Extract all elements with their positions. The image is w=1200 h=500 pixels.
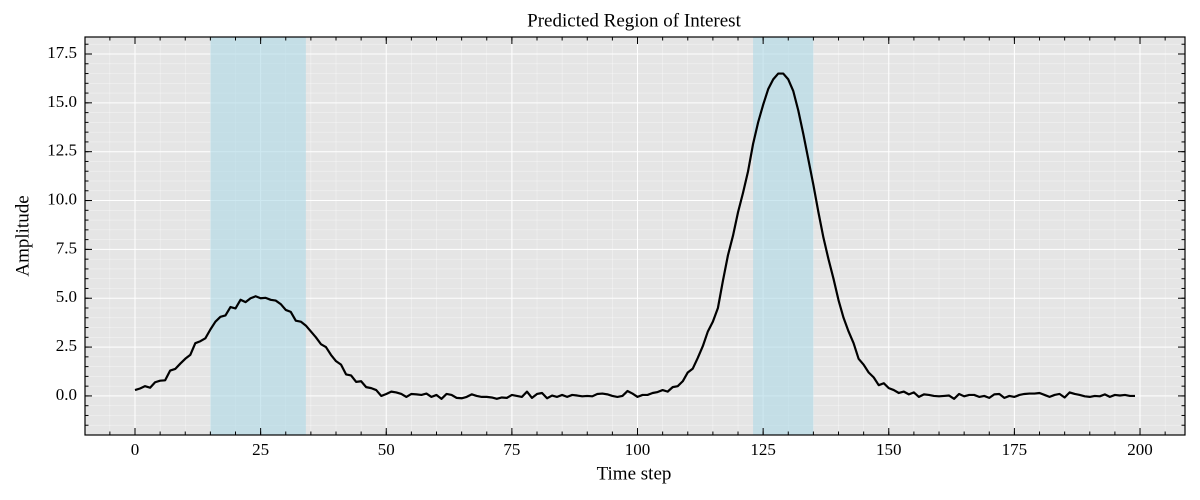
y-tick-label: 7.5 — [56, 238, 77, 257]
x-tick-label: 125 — [750, 440, 776, 459]
x-tick-label: 100 — [625, 440, 651, 459]
y-tick-label: 0.0 — [56, 385, 77, 404]
y-tick-label: 17.5 — [47, 43, 77, 62]
x-tick-label: 200 — [1127, 440, 1153, 459]
y-tick-label: 2.5 — [56, 336, 77, 355]
y-tick-label: 5.0 — [56, 287, 77, 306]
axes-frame — [84, 36, 1186, 436]
x-tick-label: 150 — [876, 440, 902, 459]
y-tick-label: 12.5 — [47, 141, 77, 160]
region — [210, 37, 306, 435]
region — [753, 37, 814, 435]
x-tick-label: 0 — [131, 440, 140, 459]
x-tick-label: 50 — [378, 440, 395, 459]
chart-title: Predicted Region of Interest — [527, 10, 741, 31]
y-tick-label: 15.0 — [47, 92, 77, 111]
x-axis-label: Time step — [597, 463, 672, 484]
x-tick-label: 175 — [1002, 440, 1028, 459]
y-tick-label: 10.0 — [47, 189, 77, 208]
y-axis-label: Amplitude — [12, 195, 33, 276]
line — [134, 72, 1135, 400]
x-tick-label: 25 — [252, 440, 269, 459]
x-tick-label: 75 — [503, 440, 520, 459]
